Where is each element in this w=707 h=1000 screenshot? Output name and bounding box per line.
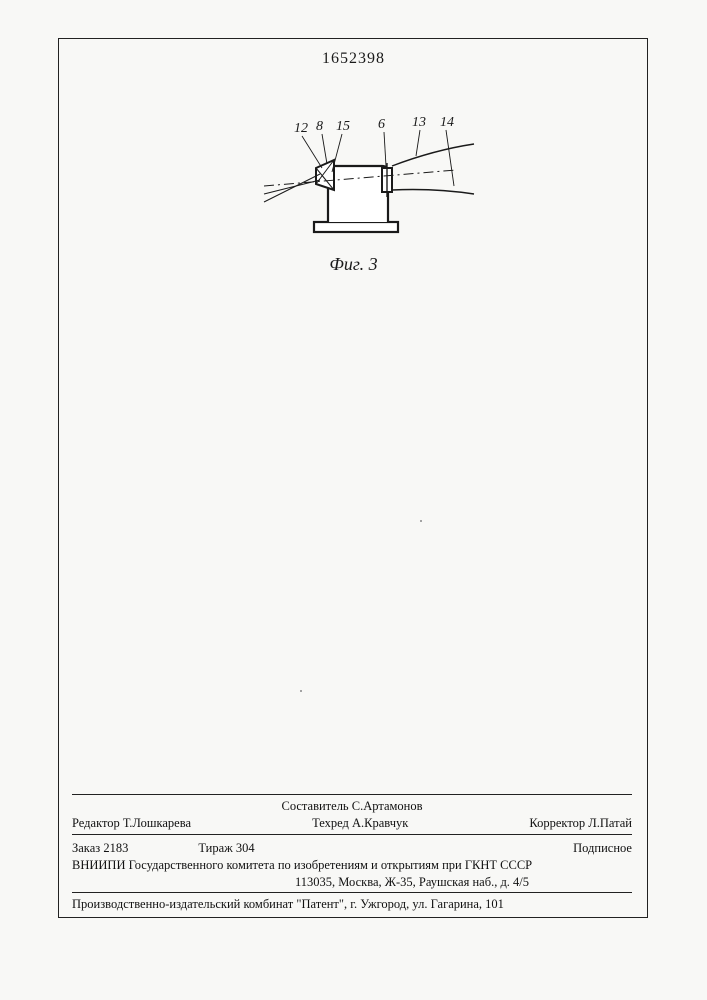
footer-rule-3 bbox=[72, 892, 632, 893]
footer-printer: Производственно-издательский комбинат "П… bbox=[72, 896, 632, 913]
footer-rule-1 bbox=[72, 794, 632, 795]
patent-number: 1652398 bbox=[322, 50, 385, 68]
editor-name: Т.Лошкарева bbox=[123, 816, 191, 830]
corrector-name: Л.Патай bbox=[588, 816, 632, 830]
figure-3-caption: Фиг. 3 bbox=[329, 254, 377, 275]
editor-label: Редактор bbox=[72, 816, 120, 830]
label-8: 8 bbox=[316, 119, 323, 134]
subscription-label: Подписное bbox=[573, 841, 632, 855]
label-15: 15 bbox=[336, 119, 350, 134]
compiler-label: Составитель bbox=[281, 799, 348, 813]
footer-credits: Составитель С.Артамонов Редактор Т.Лошка… bbox=[72, 798, 632, 832]
corrector-label: Корректор bbox=[529, 816, 585, 830]
label-12: 12 bbox=[294, 121, 308, 136]
techred-label: Техред bbox=[312, 816, 349, 830]
tirage-value: 304 bbox=[236, 841, 255, 855]
label-13: 13 bbox=[412, 115, 426, 130]
techred-name: А.Кравчук bbox=[352, 816, 408, 830]
figure-3-svg: 12 8 15 6 13 14 bbox=[224, 110, 484, 250]
org-line-1: ВНИИПИ Государственного комитета по изоб… bbox=[72, 857, 632, 874]
figure-3: 12 8 15 6 13 14 bbox=[224, 110, 484, 250]
scan-noise bbox=[300, 690, 302, 692]
label-6: 6 bbox=[378, 117, 385, 132]
footer-order-block: Заказ 2183 Тираж 304 Подписное ВНИИПИ Го… bbox=[72, 840, 632, 891]
org-line-2: 113035, Москва, Ж-35, Раушская наб., д. … bbox=[72, 874, 632, 891]
label-14: 14 bbox=[440, 115, 454, 130]
order-label: Заказ bbox=[72, 841, 100, 855]
compiler-name: С.Артамонов bbox=[352, 799, 423, 813]
tirage-label: Тираж bbox=[198, 841, 232, 855]
order-number: 2183 bbox=[103, 841, 128, 855]
scan-noise bbox=[420, 520, 422, 522]
footer-rule-2 bbox=[72, 834, 632, 835]
